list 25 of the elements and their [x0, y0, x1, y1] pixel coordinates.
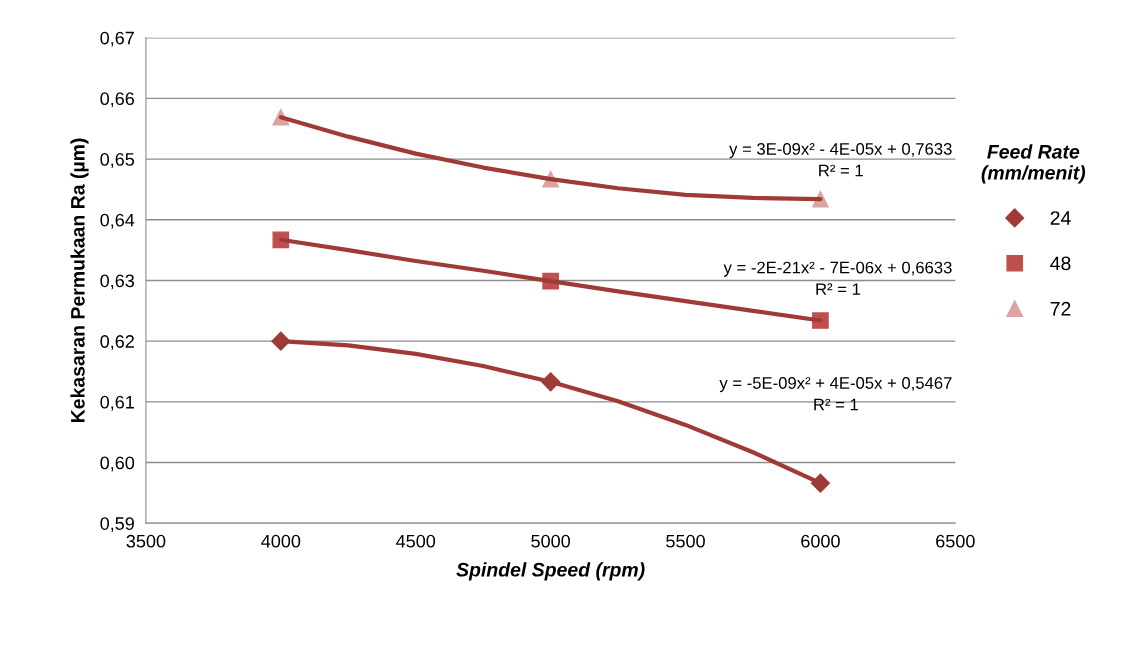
- x-tick-label: 4500: [396, 534, 436, 548]
- x-tick-label: 6500: [936, 534, 975, 548]
- x-axis-title: Spindel Speed (rpm): [456, 562, 645, 581]
- legend-label: 24: [1050, 211, 1071, 225]
- y-axis-title: Kekasaran Permukaan Ra (µm): [70, 138, 89, 423]
- x-tick-label: 4000: [261, 534, 301, 548]
- y-tick-label: 0,66: [100, 92, 135, 108]
- x-tick-label: 5500: [666, 534, 705, 548]
- annotation: y = -5E-09x² + 4E-05x + 0,5467 R² = 1: [719, 377, 952, 411]
- x-tick-label: 6000: [801, 534, 840, 548]
- y-tick-label: 0,59: [100, 517, 134, 533]
- legend-title: Feed Rate (mm/menit): [981, 144, 1086, 184]
- y-tick-label: 0,61: [100, 395, 134, 411]
- y-tick-label: 0,64: [100, 213, 135, 229]
- annotation: y = 3E-09x² - 4E-05x + 0,7633 R² = 1: [729, 143, 952, 177]
- x-tick-label: 5000: [531, 534, 570, 548]
- y-tick-label: 0,65: [100, 153, 135, 168]
- y-tick-label: 0,67: [100, 31, 134, 47]
- y-tick-label: 0,62: [100, 335, 134, 351]
- y-tick-label: 0,63: [100, 274, 135, 290]
- legend-label: 48: [1050, 256, 1071, 271]
- legend-label: 72: [1050, 301, 1071, 316]
- x-tick-label: 3500: [126, 534, 166, 548]
- y-tick-label: 0,60: [100, 456, 135, 472]
- annotation: y = -2E-21x² - 7E-06x + 0,6633 R² = 1: [723, 261, 952, 295]
